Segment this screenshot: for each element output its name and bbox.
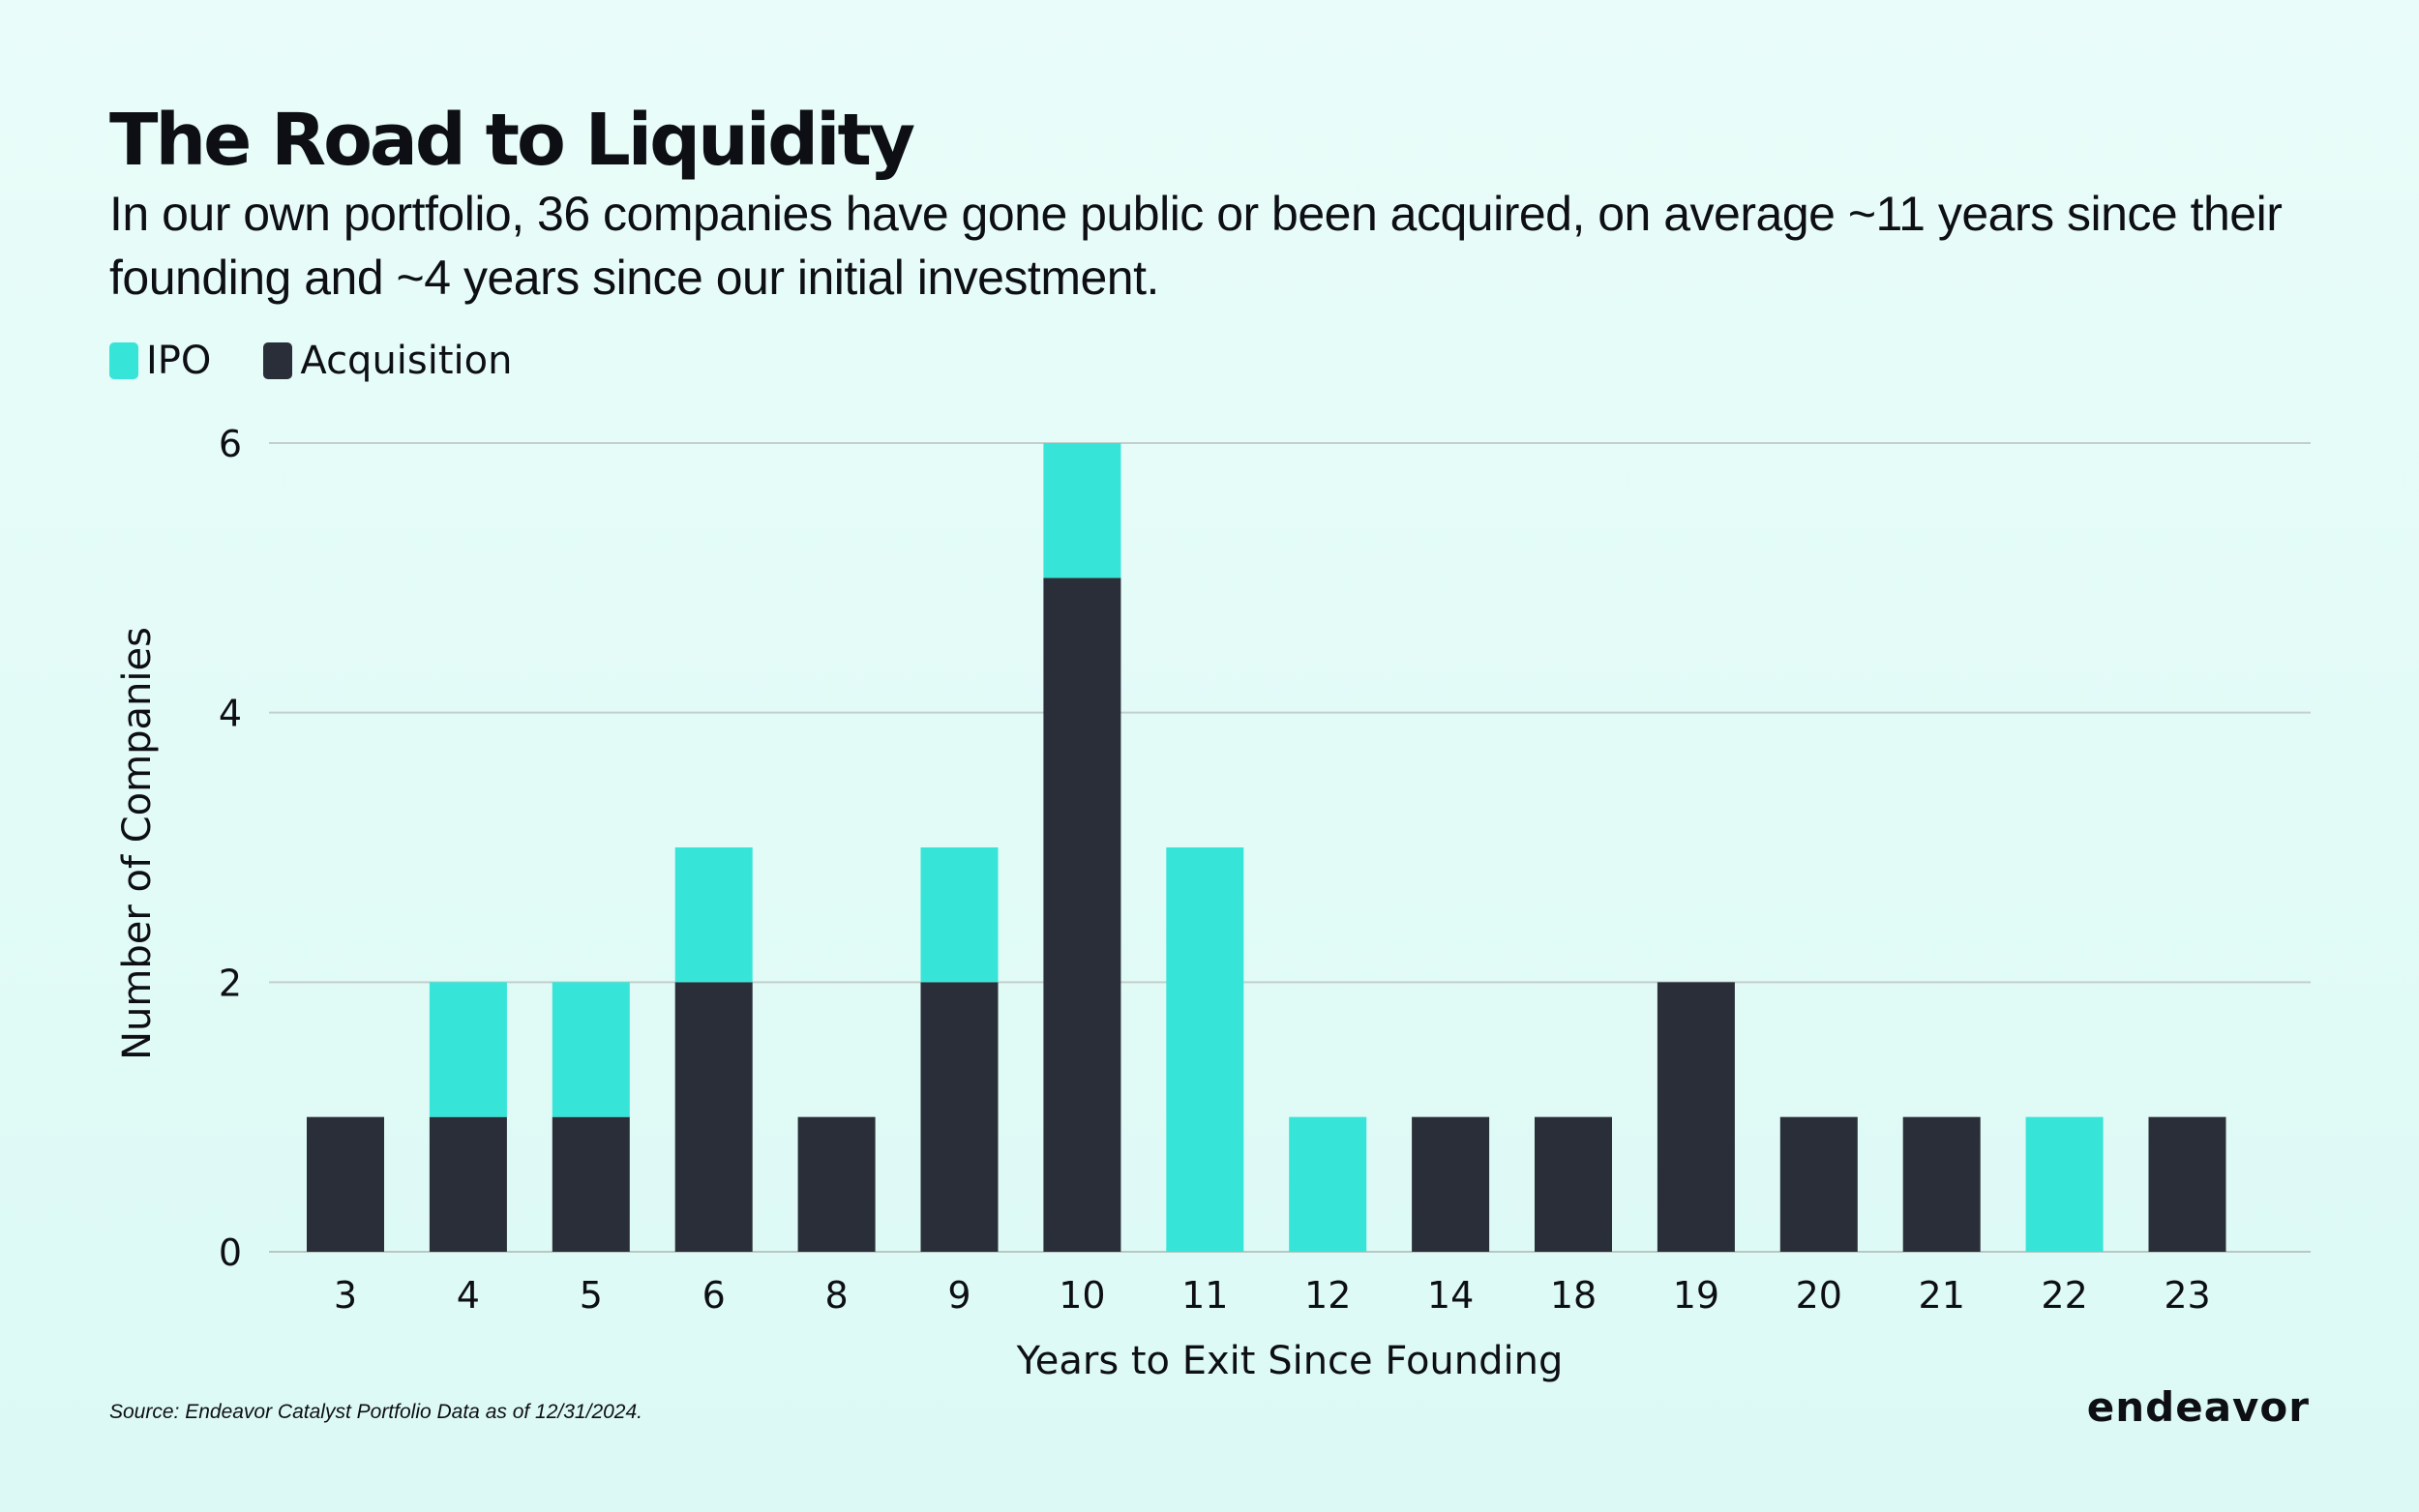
legend-item-ipo: IPO <box>109 339 211 383</box>
legend-swatch-ipo <box>109 342 138 379</box>
x-tick-label-4: 4 <box>457 1274 480 1317</box>
legend: IPO Acquisition <box>109 334 565 388</box>
x-tick-label-23: 23 <box>2164 1274 2210 1317</box>
legend-label-ipo: IPO <box>146 339 212 383</box>
x-tick-label-3: 3 <box>334 1274 357 1317</box>
y-tick-label-2: 2 <box>219 962 242 1004</box>
bar-acquisition-10 <box>1043 578 1121 1252</box>
endeavor-logo: endeavor <box>2086 1383 2310 1431</box>
source-note: Source: Endeavor Catalyst Portfolio Data… <box>109 1401 642 1423</box>
y-tick-label-0: 0 <box>219 1231 242 1274</box>
x-tick-label-11: 11 <box>1181 1274 1228 1317</box>
x-tick-label-18: 18 <box>1550 1274 1597 1317</box>
bar-acquisition-9 <box>920 982 999 1252</box>
bar-ipo-10 <box>1043 443 1121 578</box>
x-tick-label-8: 8 <box>825 1274 849 1317</box>
bar-acquisition-14 <box>1412 1116 1490 1252</box>
x-tick-label-20: 20 <box>1796 1274 1842 1317</box>
x-tick-label-14: 14 <box>1427 1274 1474 1317</box>
legend-label-acquisition: Acquisition <box>300 339 513 383</box>
x-tick-label-6: 6 <box>702 1274 726 1317</box>
bar-acquisition-8 <box>797 1116 876 1252</box>
bar-ipo-6 <box>674 847 753 983</box>
bar-acquisition-19 <box>1657 982 1735 1252</box>
y-axis-title: Number of Companies <box>115 627 160 1060</box>
bar-acquisition-23 <box>2148 1116 2226 1252</box>
bar-acquisition-20 <box>1779 1116 1858 1252</box>
bar-ipo-12 <box>1289 1116 1367 1252</box>
bar-acquisition-21 <box>1902 1116 1981 1252</box>
legend-item-acquisition: Acquisition <box>263 339 513 383</box>
bar-ipo-4 <box>429 982 507 1117</box>
x-tick-label-9: 9 <box>947 1274 971 1317</box>
x-tick-label-19: 19 <box>1673 1274 1719 1317</box>
bar-ipo-9 <box>920 847 999 983</box>
x-tick-label-22: 22 <box>2041 1274 2087 1317</box>
bar-ipo-5 <box>552 982 630 1117</box>
x-tick-label-10: 10 <box>1059 1274 1105 1317</box>
chart-subtitle: In our own portfolio, 36 companies have … <box>109 187 2283 305</box>
x-axis-title: Years to Exit Since Founding <box>1016 1339 1564 1383</box>
bar-acquisition-18 <box>1535 1116 1612 1252</box>
bar-ipo-11 <box>1166 847 1244 1252</box>
bar-acquisition-4 <box>429 1116 507 1252</box>
y-tick-label-6: 6 <box>219 423 242 465</box>
y-tick-label-4: 4 <box>219 693 242 735</box>
bar-acquisition-3 <box>307 1116 384 1252</box>
x-tick-label-12: 12 <box>1304 1274 1351 1317</box>
legend-swatch-acquisition <box>263 342 293 379</box>
chart-title: The Road to Liquidity <box>109 99 915 182</box>
bar-acquisition-6 <box>674 982 753 1252</box>
x-tick-label-5: 5 <box>580 1274 603 1317</box>
bar-acquisition-5 <box>552 1116 630 1252</box>
bar-ipo-22 <box>2025 1116 2104 1252</box>
x-tick-label-21: 21 <box>1919 1274 1965 1317</box>
